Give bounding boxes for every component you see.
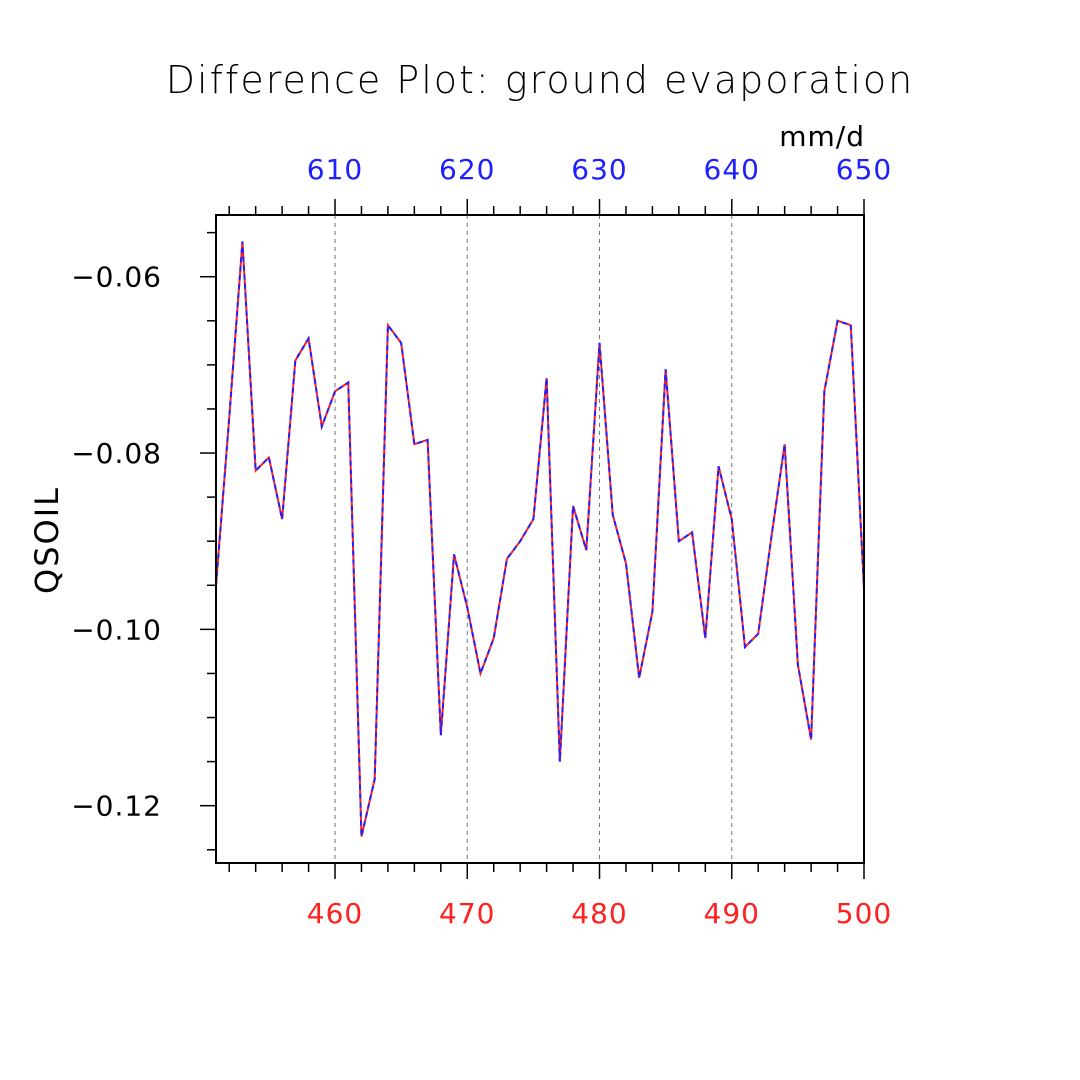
- top-tick-label: 610: [307, 153, 363, 186]
- x-tick-label: 470: [439, 897, 495, 930]
- top-tick-label: 650: [836, 153, 892, 186]
- y-tick-label: −0.12: [71, 790, 162, 823]
- y-tick-label: −0.10: [71, 613, 162, 646]
- tick-labels: 460 470 480 490 500 610 620 630 640 650 −0.06 −0.08…: [71, 153, 892, 930]
- x-tick-label: 500: [836, 897, 892, 930]
- y-axis-label: QSOIL: [28, 486, 66, 594]
- units-label: mm/d: [779, 120, 865, 153]
- x-tick-label: 460: [307, 897, 363, 930]
- x-tick-label: 480: [571, 897, 627, 930]
- top-tick-label: 630: [571, 153, 627, 186]
- x-tick-label: 490: [704, 897, 760, 930]
- plot-frame: [215, 214, 865, 864]
- top-tick-label: 640: [704, 153, 760, 186]
- series-line-blue: [215, 241, 865, 837]
- axis-ticks: [200, 199, 865, 879]
- y-tick-label: −0.06: [71, 261, 162, 294]
- y-tick-label: −0.08: [71, 437, 162, 470]
- top-tick-label: 620: [439, 153, 495, 186]
- series-line-red: [215, 241, 865, 837]
- series-layer: [215, 241, 865, 837]
- plot-border: [215, 214, 865, 864]
- chart-title: Difference Plot: ground evaporation: [166, 58, 915, 102]
- grid-lines: [334, 215, 733, 863]
